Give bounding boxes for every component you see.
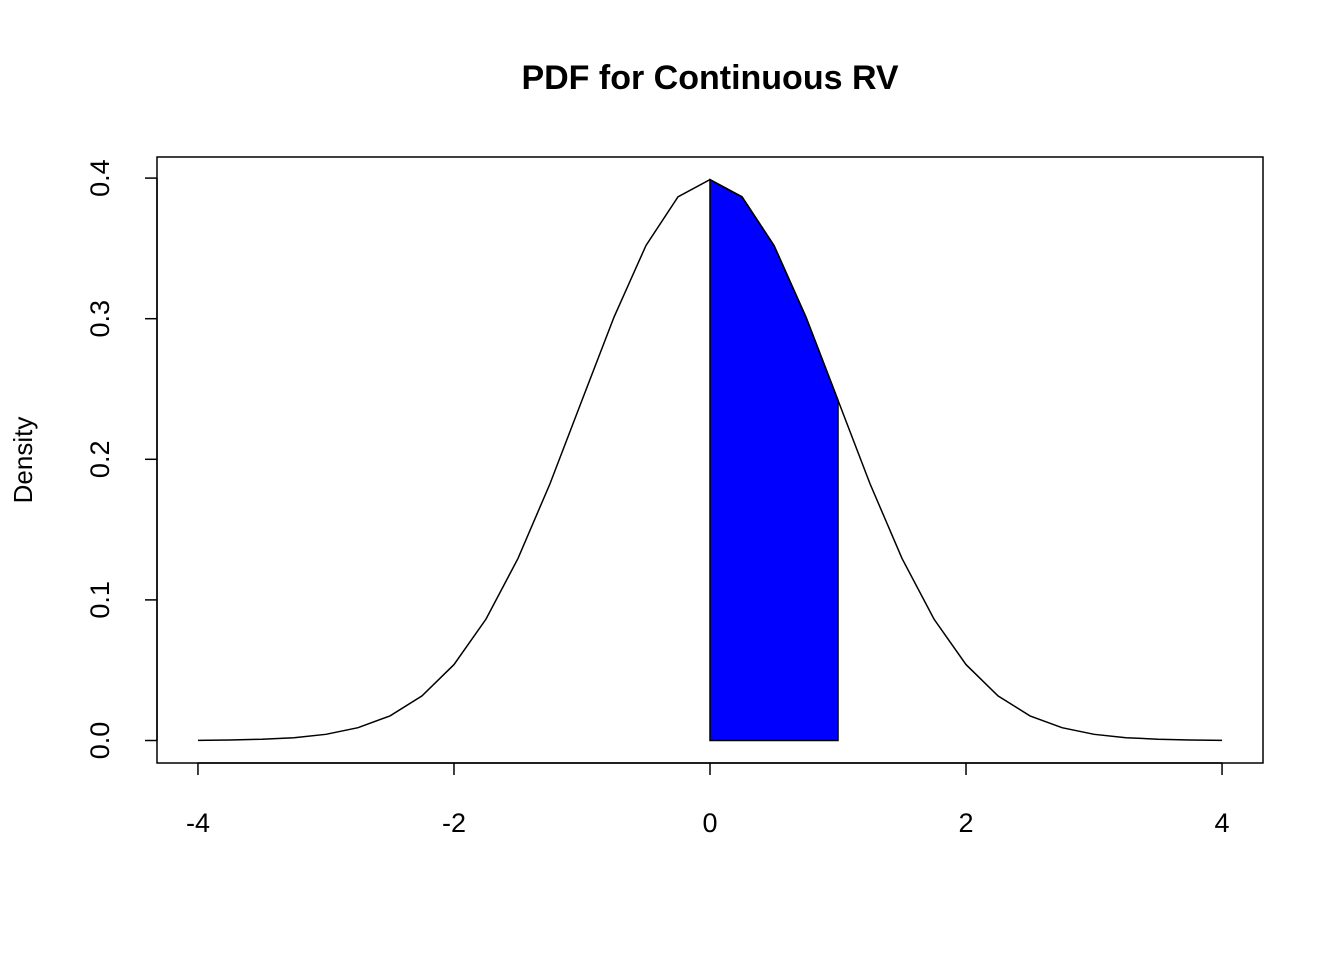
y-tick-label: 0.4	[85, 159, 115, 197]
y-axis-label: Density	[8, 417, 38, 504]
y-tick-label: 0.0	[85, 722, 115, 760]
y-tick-label: 0.1	[85, 581, 115, 619]
y-tick-label: 0.2	[85, 441, 115, 479]
x-tick-label: -2	[442, 808, 466, 838]
x-tick-label: 4	[1215, 808, 1230, 838]
density-curve	[197, 178, 1223, 742]
shaded-area	[709, 178, 839, 742]
x-tick-label: -4	[186, 808, 210, 838]
chart-title: PDF for Continuous RV	[521, 59, 898, 97]
y-tick-label: 0.3	[85, 300, 115, 338]
x-tick-label: 2	[959, 808, 974, 838]
x-tick-label: 0	[702, 808, 717, 838]
